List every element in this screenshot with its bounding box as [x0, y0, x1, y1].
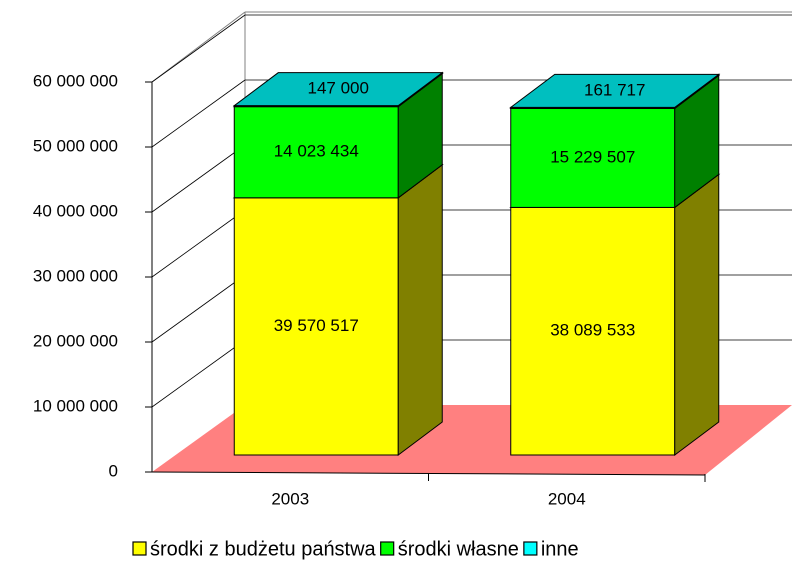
legend-swatch: [523, 541, 538, 556]
y-tick-label: 50 000 000: [33, 136, 118, 155]
bar-side: [674, 173, 720, 456]
y-tick-label: 20 000 000: [33, 331, 118, 350]
bar-side: [397, 163, 443, 456]
value-label: 38 089 533: [550, 321, 635, 340]
grid-line: [151, 79, 246, 148]
legend-swatch: [132, 541, 147, 556]
grid-line: [151, 144, 246, 213]
y-tick-label: 0: [109, 461, 118, 480]
x-tick-label: 2003: [271, 489, 309, 508]
legend-label: środki z budżetu państwa: [150, 538, 377, 560]
legend-swatch: [380, 541, 395, 556]
bar-top: [509, 73, 721, 108]
bar-top: [232, 72, 444, 107]
value-label: 14 023 434: [274, 142, 359, 161]
bar-segment: [233, 197, 399, 456]
value-label: 39 570 517: [274, 316, 359, 335]
value-label: 147 000: [308, 79, 369, 98]
bar-segment: [233, 106, 399, 199]
y-tick-label: 60 000 000: [33, 71, 118, 90]
y-tick-label: 40 000 000: [33, 201, 118, 220]
value-label: 161 717: [584, 80, 645, 99]
bars: 39 570 517 14 023 434 147 000 38 089 533 15 …: [232, 71, 721, 456]
x-tick-label: 2004: [548, 489, 586, 508]
legend: środki z budżetu państwa środki własne inn…: [132, 538, 579, 560]
y-tick-label: 10 000 000: [33, 396, 118, 415]
grid-line: [151, 339, 246, 408]
y-tick-label: 30 000 000: [33, 266, 118, 285]
side-wall-top: [151, 11, 246, 83]
grid-line: [151, 14, 246, 83]
value-label: 15 229 507: [550, 147, 635, 166]
grid-line: [151, 274, 246, 343]
grid-line: [151, 209, 246, 278]
legend-label: inne: [541, 538, 579, 560]
bar-segment: [510, 206, 676, 456]
legend-label: środki własne: [398, 538, 519, 560]
